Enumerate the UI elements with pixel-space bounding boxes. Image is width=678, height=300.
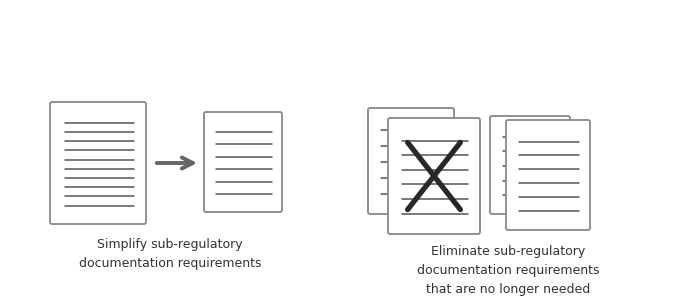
FancyBboxPatch shape — [204, 112, 282, 212]
FancyBboxPatch shape — [506, 120, 590, 230]
Text: Simplify sub-regulatory
documentation requirements: Simplify sub-regulatory documentation re… — [79, 238, 261, 270]
FancyBboxPatch shape — [50, 102, 146, 224]
Text: Eliminate sub-regulatory
documentation requirements
that are no longer needed: Eliminate sub-regulatory documentation r… — [417, 245, 599, 296]
FancyBboxPatch shape — [368, 108, 454, 214]
FancyBboxPatch shape — [388, 118, 480, 234]
FancyBboxPatch shape — [490, 116, 570, 214]
